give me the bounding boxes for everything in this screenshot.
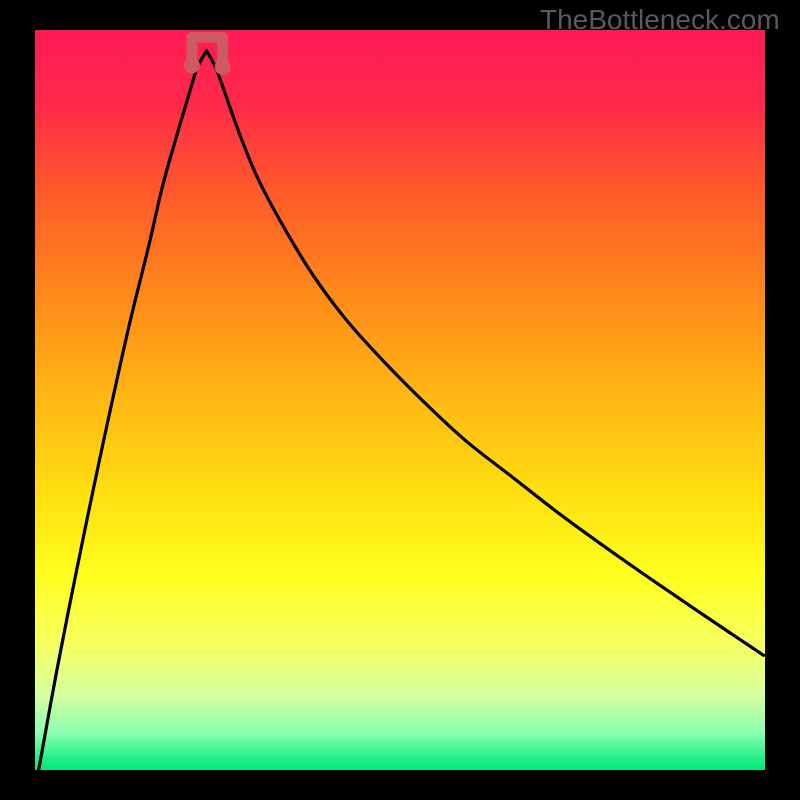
gradient-rect [35, 30, 765, 770]
curve-layer [0, 0, 800, 800]
marker-dot-0 [184, 58, 200, 74]
chart-stage: TheBottleneck.com [0, 0, 800, 800]
marker-dot-1 [215, 59, 231, 75]
watermark-text: TheBottleneck.com [540, 4, 780, 36]
